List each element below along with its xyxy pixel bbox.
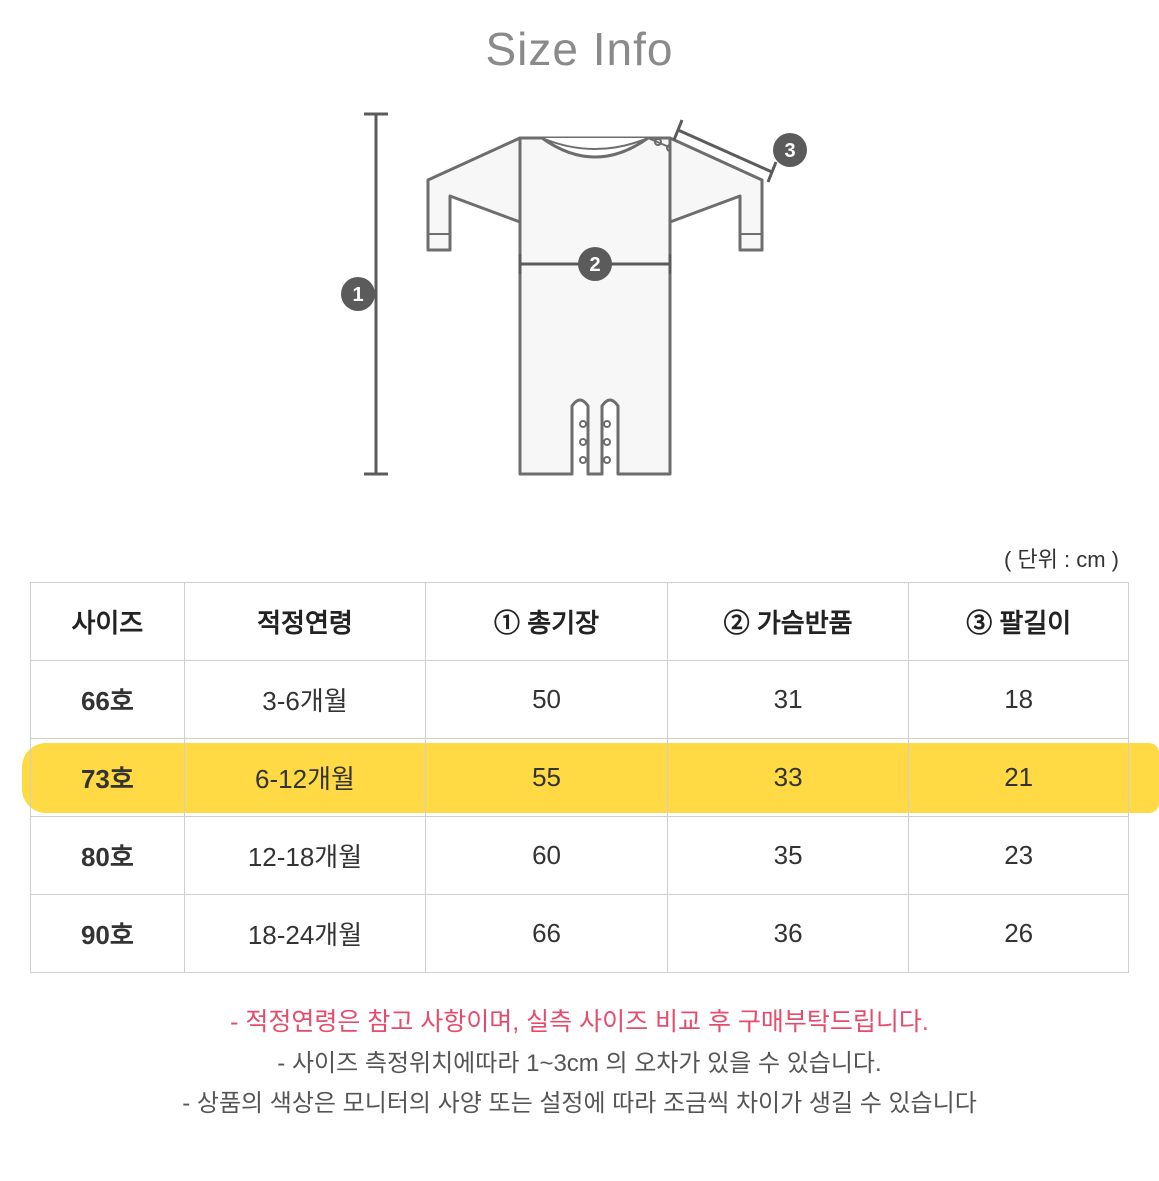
table-row: 73호6-12개월553321 <box>31 739 1129 817</box>
cell: 3-6개월 <box>184 661 426 739</box>
measurement-diagram: 1 2 3 <box>0 94 1159 494</box>
row-size: 66호 <box>31 661 185 739</box>
note-line: - 상품의 색상은 모니터의 사양 또는 설정에 따라 조금씩 차이가 생길 수… <box>0 1084 1159 1125</box>
note-line: - 적정연령은 참고 사항이며, 실측 사이즈 비교 후 구매부탁드립니다. <box>0 1001 1159 1044</box>
size-table-wrap: 사이즈적정연령① 총기장② 가슴반품③ 팔길이 66호3-6개월50311873… <box>0 582 1159 973</box>
cell: 6-12개월 <box>184 739 426 817</box>
table-row: 80호12-18개월603523 <box>31 817 1129 895</box>
cell: 55 <box>426 739 668 817</box>
cell: 60 <box>426 817 668 895</box>
page-title: Size Info <box>0 22 1159 76</box>
row-size: 73호 <box>31 739 185 817</box>
marker-1: 1 <box>352 284 363 306</box>
note-line: - 사이즈 측정위치에따라 1~3cm 의 오차가 있을 수 있습니다. <box>0 1044 1159 1085</box>
col-header: 사이즈 <box>31 583 185 661</box>
row-size: 80호 <box>31 817 185 895</box>
col-header: ① 총기장 <box>426 583 668 661</box>
notes: - 적정연령은 참고 사항이며, 실측 사이즈 비교 후 구매부탁드립니다.- … <box>0 1001 1159 1125</box>
cell: 26 <box>909 895 1129 973</box>
marker-2: 2 <box>589 254 600 276</box>
cell: 18 <box>909 661 1129 739</box>
cell: 50 <box>426 661 668 739</box>
cell: 66 <box>426 895 668 973</box>
col-header: ③ 팔길이 <box>909 583 1129 661</box>
size-table: 사이즈적정연령① 총기장② 가슴반품③ 팔길이 66호3-6개월50311873… <box>30 582 1129 973</box>
cell: 21 <box>909 739 1129 817</box>
table-row: 90호18-24개월663626 <box>31 895 1129 973</box>
unit-label: ( 단위 : cm ) <box>0 542 1159 574</box>
col-header: ② 가슴반품 <box>667 583 909 661</box>
cell: 23 <box>909 817 1129 895</box>
cell: 36 <box>667 895 909 973</box>
cell: 31 <box>667 661 909 739</box>
col-header: 적정연령 <box>184 583 426 661</box>
marker-3: 3 <box>784 140 795 162</box>
cell: 12-18개월 <box>184 817 426 895</box>
table-row: 66호3-6개월503118 <box>31 661 1129 739</box>
cell: 18-24개월 <box>184 895 426 973</box>
cell: 33 <box>667 739 909 817</box>
cell: 35 <box>667 817 909 895</box>
row-size: 90호 <box>31 895 185 973</box>
